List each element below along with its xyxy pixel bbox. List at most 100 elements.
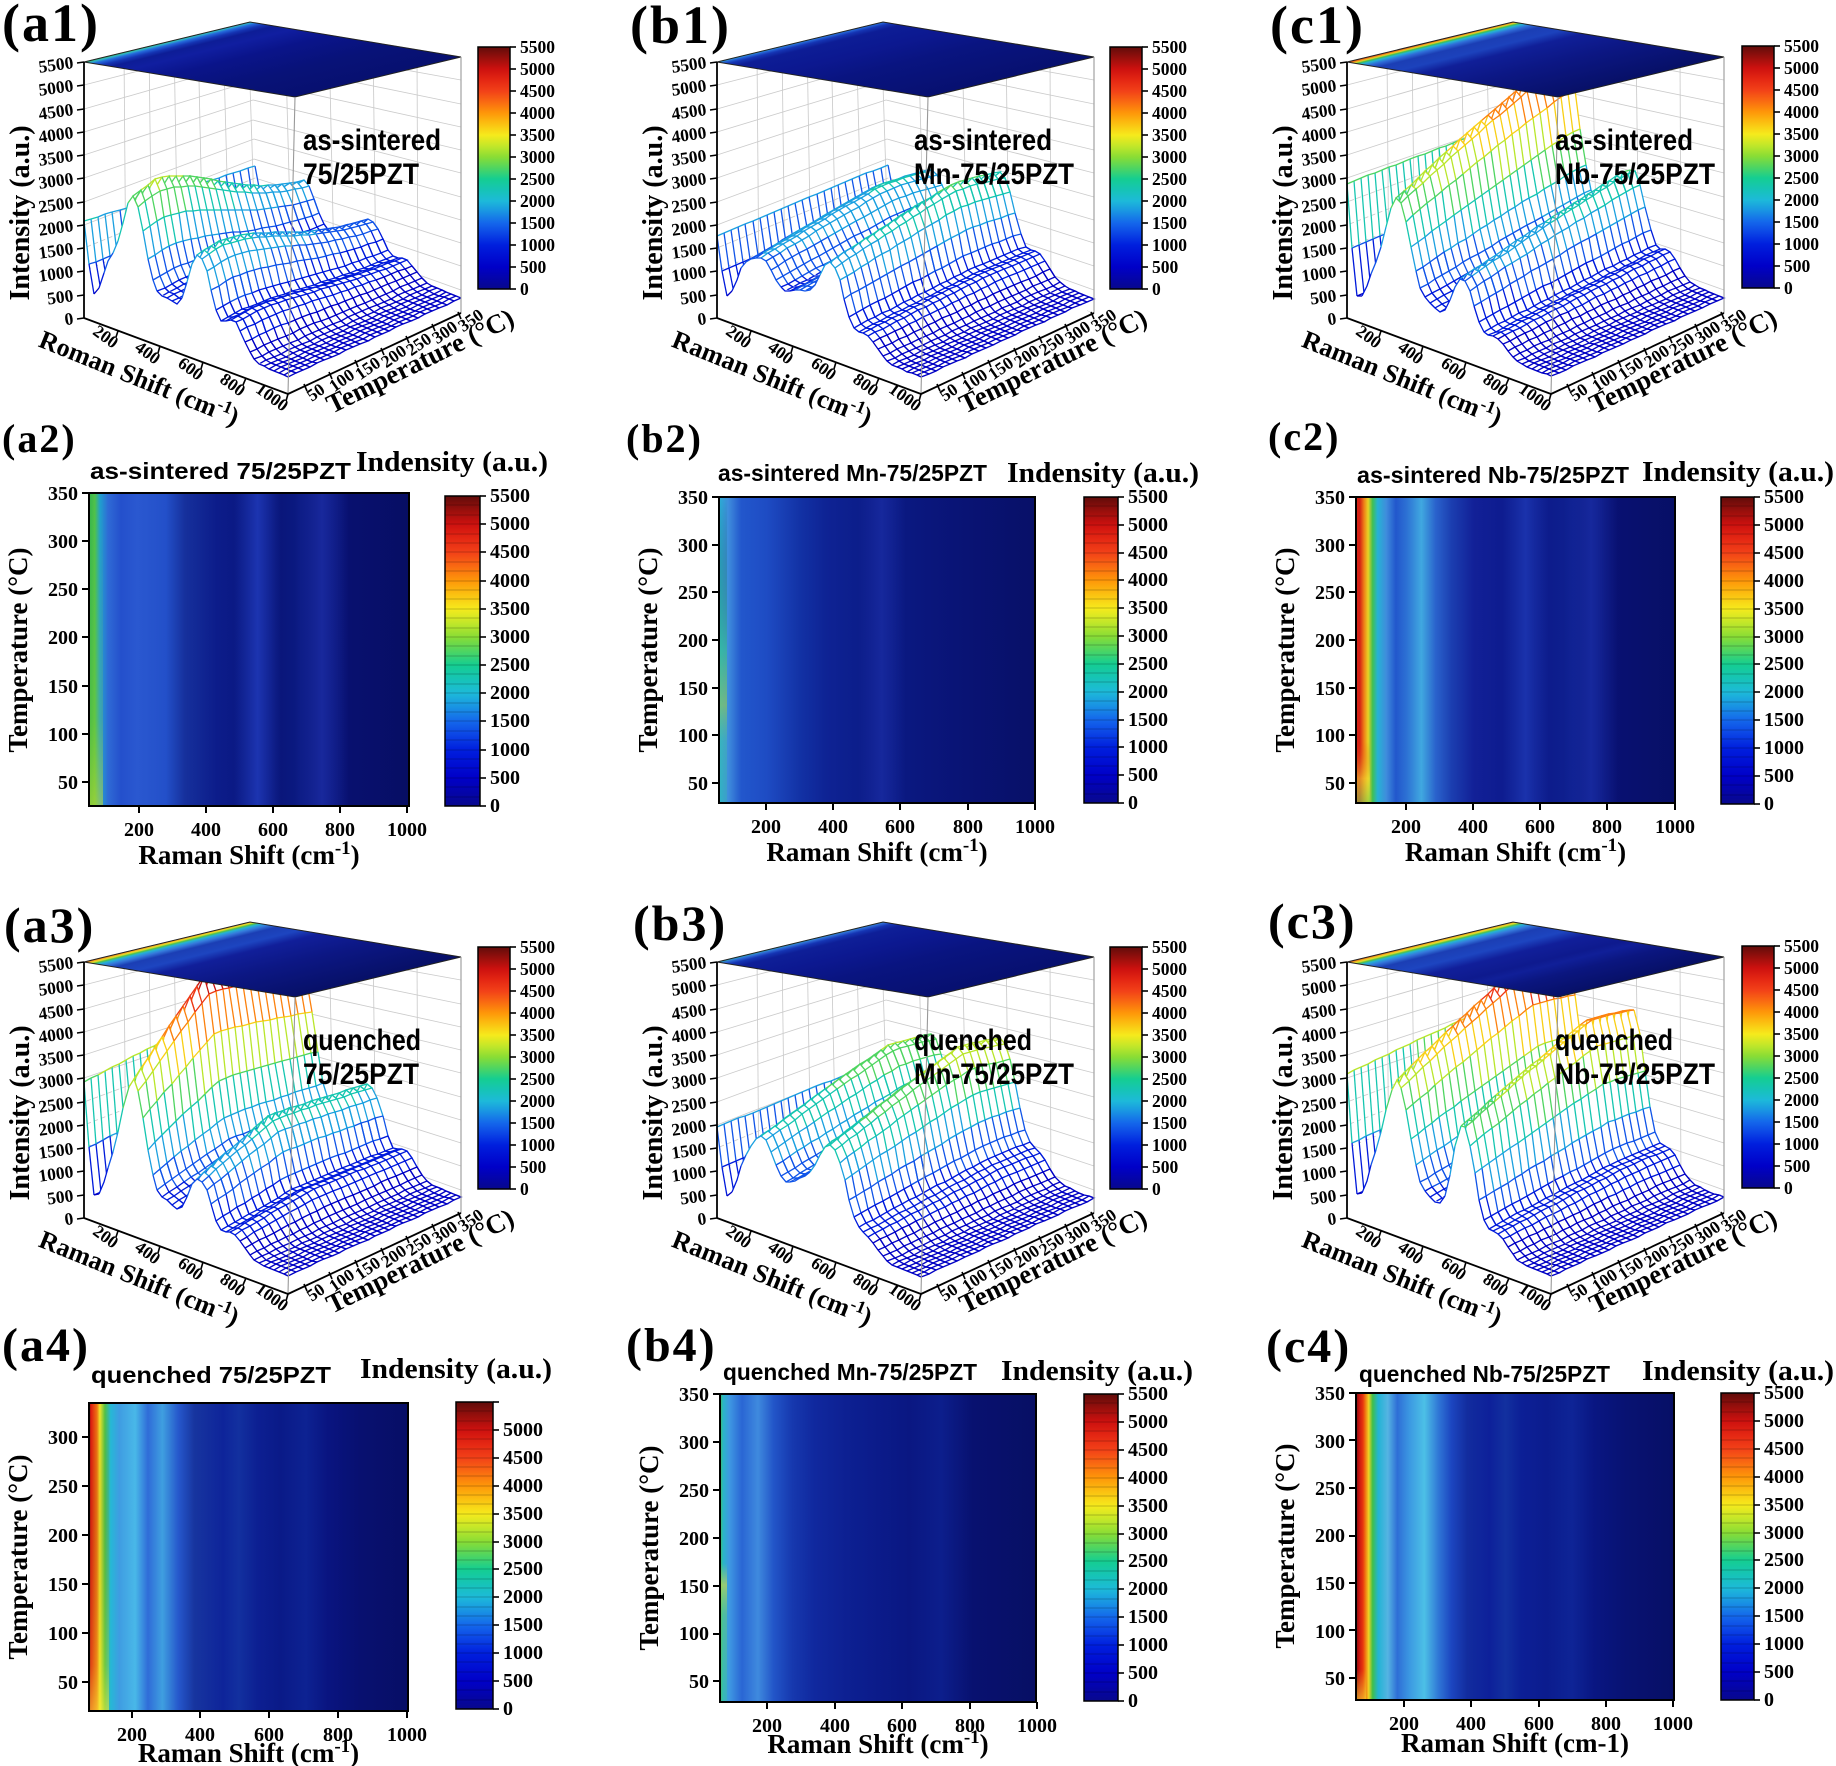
svg-text:3000: 3000 xyxy=(37,1068,75,1093)
svg-text:3000: 3000 xyxy=(490,626,530,648)
svg-text:3000: 3000 xyxy=(1300,1068,1338,1093)
svg-text:1000: 1000 xyxy=(37,1161,75,1186)
svg-text:3500: 3500 xyxy=(1764,598,1804,620)
svg-text:5500: 5500 xyxy=(1152,937,1187,957)
svg-text:500: 500 xyxy=(1128,1662,1158,1684)
svg-text:3500: 3500 xyxy=(1300,1045,1338,1070)
svg-text:500: 500 xyxy=(1128,764,1158,786)
svg-text:1000: 1000 xyxy=(1152,1135,1187,1155)
svg-text:3000: 3000 xyxy=(520,147,555,167)
svg-text:2500: 2500 xyxy=(520,169,555,189)
svg-text:5000: 5000 xyxy=(1764,1410,1804,1432)
svg-text:quenched 75/25PZT: quenched 75/25PZT xyxy=(91,1362,331,1388)
svg-text:0: 0 xyxy=(696,1208,708,1229)
svg-text:5000: 5000 xyxy=(1152,59,1187,79)
svg-text:1000: 1000 xyxy=(1128,1634,1168,1656)
svg-text:3500: 3500 xyxy=(670,145,708,170)
svg-text:4000: 4000 xyxy=(520,103,555,123)
svg-text:3500: 3500 xyxy=(503,1503,543,1525)
svg-text:4000: 4000 xyxy=(503,1475,543,1497)
svg-text:(b3): (b3) xyxy=(633,895,727,951)
svg-text:1500: 1500 xyxy=(1764,709,1804,731)
svg-text:4000: 4000 xyxy=(1764,570,1804,592)
svg-text:(c1): (c1) xyxy=(1270,0,1365,55)
svg-text:600: 600 xyxy=(885,816,915,838)
svg-text:200: 200 xyxy=(1391,816,1421,838)
svg-text:300: 300 xyxy=(678,535,708,557)
svg-text:Temperature (°C): Temperature (°C) xyxy=(3,547,33,752)
svg-text:1500: 1500 xyxy=(1784,1112,1819,1132)
svg-text:2000: 2000 xyxy=(1128,681,1168,703)
svg-text:200: 200 xyxy=(679,1528,709,1550)
svg-text:Indensity (a.u.): Indensity (a.u.) xyxy=(1642,456,1834,488)
svg-text:4000: 4000 xyxy=(1300,1022,1338,1047)
svg-text:200: 200 xyxy=(1315,630,1345,652)
svg-text:5000: 5000 xyxy=(1128,514,1168,536)
svg-text:1500: 1500 xyxy=(670,1138,708,1163)
svg-text:2000: 2000 xyxy=(520,191,555,211)
svg-text:2500: 2500 xyxy=(37,192,75,217)
svg-text:3500: 3500 xyxy=(37,1045,75,1070)
svg-text:(a2): (a2) xyxy=(2,416,77,461)
svg-text:2000: 2000 xyxy=(1764,681,1804,703)
svg-text:50: 50 xyxy=(689,1671,709,1693)
svg-text:Raman Shift (cm-1): Raman Shift (cm-1) xyxy=(1401,1728,1629,1758)
svg-text:3500: 3500 xyxy=(670,1045,708,1070)
svg-text:4000: 4000 xyxy=(1764,1466,1804,1488)
svg-text:0: 0 xyxy=(1152,1179,1161,1199)
svg-text:5000: 5000 xyxy=(1300,975,1338,1000)
svg-text:3000: 3000 xyxy=(520,1047,555,1067)
svg-text:4000: 4000 xyxy=(1784,1002,1819,1022)
svg-text:2500: 2500 xyxy=(503,1558,543,1580)
svg-text:500: 500 xyxy=(1152,1157,1179,1177)
svg-text:3000: 3000 xyxy=(1784,1046,1819,1066)
svg-text:Indensity (a.u.): Indensity (a.u.) xyxy=(1001,1355,1193,1387)
svg-text:0: 0 xyxy=(696,308,708,329)
svg-text:Temperature (°C): Temperature (°C) xyxy=(1270,1443,1300,1648)
svg-text:1500: 1500 xyxy=(1128,1606,1168,1628)
svg-text:300: 300 xyxy=(48,1427,78,1449)
svg-text:4500: 4500 xyxy=(1300,999,1338,1024)
svg-text:Nb-75/25PZT: Nb-75/25PZT xyxy=(1555,158,1715,191)
svg-text:5000: 5000 xyxy=(1152,959,1187,979)
svg-text:Indensity (a.u.): Indensity (a.u.) xyxy=(360,1353,552,1385)
svg-text:2500: 2500 xyxy=(520,1069,555,1089)
svg-text:5500: 5500 xyxy=(1128,486,1168,508)
svg-text:(b1): (b1) xyxy=(630,0,731,55)
svg-text:2500: 2500 xyxy=(1152,1069,1187,1089)
svg-text:Temperature (°C): Temperature (°C) xyxy=(634,1445,664,1650)
svg-text:1000: 1000 xyxy=(1784,1134,1819,1154)
svg-text:3000: 3000 xyxy=(1784,146,1819,166)
svg-text:1000: 1000 xyxy=(1152,235,1187,255)
svg-text:Raman Shift (cm-1): Raman Shift (cm-1) xyxy=(767,1727,988,1759)
svg-text:1000: 1000 xyxy=(1017,1715,1057,1737)
svg-text:4500: 4500 xyxy=(1764,542,1804,564)
svg-text:400: 400 xyxy=(1456,1713,1486,1735)
svg-text:quenched: quenched xyxy=(914,1024,1032,1057)
svg-text:4500: 4500 xyxy=(37,999,75,1024)
svg-text:3500: 3500 xyxy=(490,598,530,620)
svg-text:1500: 1500 xyxy=(37,1138,75,1163)
svg-text:Nb-75/25PZT: Nb-75/25PZT xyxy=(1555,1058,1715,1091)
svg-text:3000: 3000 xyxy=(1128,1523,1168,1545)
svg-text:150: 150 xyxy=(1315,678,1345,700)
svg-text:Raman Shift (cm-1): Raman Shift (cm-1) xyxy=(138,838,359,870)
svg-text:1000: 1000 xyxy=(520,1135,555,1155)
svg-text:3500: 3500 xyxy=(1300,145,1338,170)
svg-text:5500: 5500 xyxy=(1300,952,1338,977)
svg-text:Temperature (°C): Temperature (°C) xyxy=(3,1454,33,1659)
svg-text:3500: 3500 xyxy=(1152,125,1187,145)
svg-text:Intensity (a.u.): Intensity (a.u.) xyxy=(1268,1025,1299,1200)
svg-text:3000: 3000 xyxy=(1300,168,1338,193)
svg-text:2500: 2500 xyxy=(1764,1549,1804,1571)
svg-text:0: 0 xyxy=(63,308,75,329)
svg-text:4500: 4500 xyxy=(670,999,708,1024)
svg-text:100: 100 xyxy=(48,1623,78,1645)
svg-text:as-sintered 75/25PZT: as-sintered 75/25PZT xyxy=(90,458,351,484)
svg-text:2000: 2000 xyxy=(1784,190,1819,210)
svg-text:1000: 1000 xyxy=(670,1161,708,1186)
svg-text:1000: 1000 xyxy=(387,819,427,841)
svg-text:5500: 5500 xyxy=(670,52,708,77)
svg-text:500: 500 xyxy=(520,1157,547,1177)
svg-text:600: 600 xyxy=(887,1715,917,1737)
